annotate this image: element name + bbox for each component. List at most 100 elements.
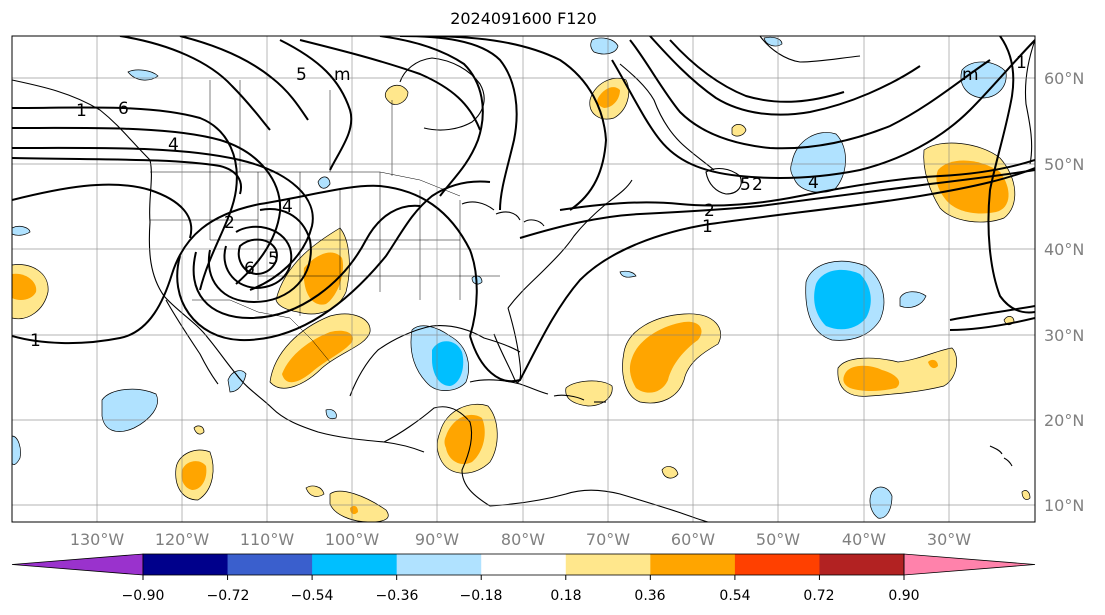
cuba — [469, 379, 549, 395]
lat-label: 50°N — [1044, 155, 1084, 174]
negative-anomaly — [590, 37, 619, 55]
positive-anomaly — [181, 461, 207, 490]
map-title: 2024091600 F120 — [450, 9, 597, 28]
colorbar-tick-labels: −0.90 −0.72 −0.54 −0.36 −0.18 0.18 0.36 … — [122, 588, 920, 604]
contour-line — [12, 126, 282, 285]
contour-line — [237, 238, 278, 276]
lon-label: 130°W — [70, 530, 125, 549]
contour-line — [559, 159, 1035, 211]
colorbar-segment — [819, 554, 905, 575]
lat-label: 10°N — [1044, 496, 1084, 515]
contour-label: 4 — [808, 173, 819, 193]
contour-line — [519, 169, 1035, 239]
baja-california — [165, 299, 219, 385]
contour-line — [207, 208, 312, 304]
contour-label: 1 — [702, 217, 713, 237]
positive-anomaly — [193, 425, 205, 435]
lat-label: 40°N — [1044, 240, 1084, 259]
contour-label: 2 — [704, 201, 715, 221]
contour-label: 1 — [30, 331, 41, 351]
positive-anomaly — [565, 380, 613, 407]
positive-anomaly — [282, 330, 353, 383]
colorbar-tick-label: 0.72 — [803, 588, 834, 604]
negative-anomaly — [899, 291, 927, 308]
positive-anomaly — [928, 359, 938, 369]
colorbar-segment — [312, 554, 398, 575]
contour-line — [629, 39, 991, 150]
negative-anomaly — [227, 370, 247, 393]
map-panel: 6 5 m 4 2 4 6 5 2 1 4 5 2 1 m 1 1 — [12, 36, 1035, 522]
positive-anomaly — [303, 252, 344, 305]
colorbar-tick-label: 0.18 — [550, 588, 581, 604]
canary-cape-verde-islands — [989, 445, 1013, 467]
colorbar-tick-label: 0.54 — [719, 588, 750, 604]
colorbar-tick-label: −0.54 — [291, 588, 334, 604]
contour-line — [399, 36, 518, 211]
positive-anomaly — [12, 273, 37, 300]
positive-anomaly — [1021, 490, 1031, 500]
contour-line — [12, 184, 478, 345]
colorbar-tick-label: −0.18 — [460, 588, 503, 604]
iberia-africa-coast — [1024, 39, 1035, 165]
colorbar-segment — [227, 554, 313, 575]
contour-label: 5 — [740, 175, 751, 195]
contour-label: 1 — [1016, 53, 1027, 73]
lon-label: 80°W — [501, 530, 545, 549]
lon-label: 50°W — [756, 530, 800, 549]
lon-label: 60°W — [671, 530, 715, 549]
negative-anomaly — [763, 36, 783, 47]
us-east-coast — [507, 179, 633, 309]
contour-line — [649, 36, 921, 116]
contour-line — [987, 36, 1035, 314]
canada-province-lines — [209, 80, 393, 176]
negative-anomaly — [960, 61, 1007, 99]
colorbar-tick-label: 0.90 — [888, 588, 919, 604]
lon-label: 40°W — [842, 530, 886, 549]
contour-line — [611, 39, 1035, 179]
latitude-labels: 60°N 50°N 40°N 30°N 20°N 10°N — [1044, 69, 1084, 515]
yucatan-and-central-america — [383, 406, 491, 507]
contour-label: 6 — [118, 99, 129, 119]
colorbar-extend-min — [11, 553, 144, 576]
colorbar-tick-label: −0.72 — [207, 588, 250, 604]
contour-line — [176, 180, 491, 342]
contour-line — [949, 305, 1035, 321]
colorbar: −0.90 −0.72 −0.54 −0.36 −0.18 0.18 0.36 … — [11, 553, 1036, 604]
contour-label: 5 — [268, 249, 279, 269]
contour-line — [949, 317, 1035, 331]
hudson-bay — [399, 57, 485, 131]
colorbar-segment — [481, 554, 567, 575]
contour-label: m — [334, 65, 351, 85]
positive-anomaly — [661, 466, 679, 479]
positive-anomaly — [629, 321, 702, 393]
lat-label: 20°N — [1044, 411, 1084, 430]
newfoundland — [705, 167, 742, 195]
positive-anomaly — [329, 490, 389, 522]
positive-anomaly — [731, 124, 747, 137]
lat-label: 60°N — [1044, 69, 1084, 88]
colorbar-segments — [11, 553, 1036, 576]
lon-label: 90°W — [415, 530, 459, 549]
lat-label: 30°N — [1044, 326, 1084, 345]
colorbar-segment — [396, 554, 482, 575]
lon-label: 70°W — [586, 530, 630, 549]
greenland-coast — [759, 36, 861, 63]
gulf-of-mexico-coast — [349, 325, 521, 397]
negative-anomaly — [325, 409, 337, 420]
coastline-layer — [12, 36, 1035, 522]
colorbar-segment — [143, 554, 229, 575]
colorbar-tick-label: −0.36 — [376, 588, 419, 604]
contour-line — [469, 167, 1035, 383]
negative-anomaly — [814, 269, 871, 330]
colorbar-ticks — [142, 575, 905, 580]
colorbar-segment — [650, 554, 736, 575]
contour-label: 6 — [244, 259, 255, 279]
contour-label: 2 — [224, 213, 235, 233]
lon-label: 30°W — [927, 530, 971, 549]
positive-anomaly — [444, 414, 485, 465]
colorbar-extend-max — [903, 553, 1036, 576]
contour-label: 2 — [752, 175, 763, 195]
great-lakes — [461, 201, 545, 227]
contour-label: 1 — [76, 101, 87, 121]
